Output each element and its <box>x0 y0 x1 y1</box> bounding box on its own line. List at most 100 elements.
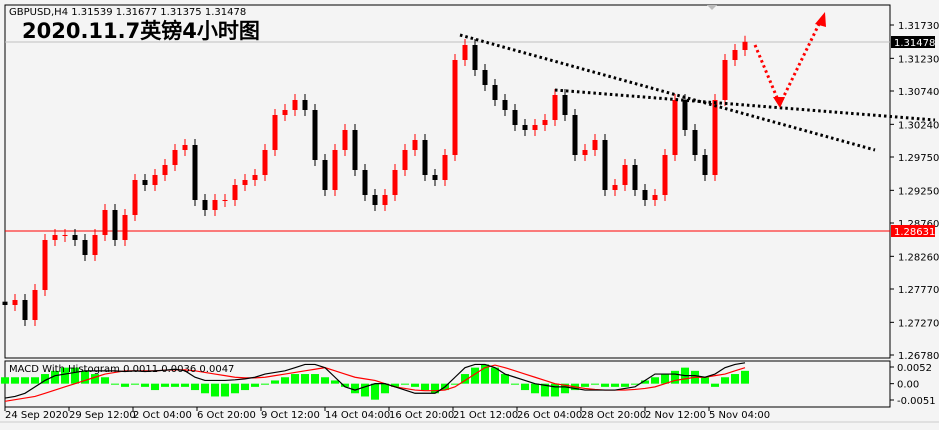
shift-marker-icon[interactable] <box>707 5 717 10</box>
candle <box>262 144 268 181</box>
histogram-bar <box>211 383 219 397</box>
marked-price-badge: 1.28631 <box>891 225 935 238</box>
candle <box>232 179 238 206</box>
candle <box>202 194 208 216</box>
candle <box>292 94 298 116</box>
candle <box>142 174 148 191</box>
price-tick-label: 1.30740 <box>898 87 939 98</box>
macd-label: MACD With Histogram 0.0011 0.0036 0.0047 <box>9 364 234 375</box>
price-tick-label: 1.29250 <box>898 186 939 197</box>
histogram-bar <box>141 383 149 387</box>
histogram-bar <box>331 380 339 384</box>
candle <box>742 35 748 56</box>
current-price-badge: 1.31478 <box>891 36 935 49</box>
histogram-bar <box>271 380 279 384</box>
histogram-bar <box>591 383 599 385</box>
candle <box>2 295 8 311</box>
histogram-bar <box>451 383 459 385</box>
time-tick-label: 28 Oct 20:00 <box>581 410 646 421</box>
time-tick-label: 5 Nov 04:00 <box>709 410 770 421</box>
candle <box>372 189 378 211</box>
candle <box>612 179 618 196</box>
candle <box>422 134 428 181</box>
candle <box>72 229 78 246</box>
histogram-bar <box>371 383 379 400</box>
candle <box>162 159 168 181</box>
candle <box>182 139 188 156</box>
chart-title: 2020.11.7英镑4小时图 <box>22 19 260 43</box>
histogram-bar <box>381 383 389 394</box>
histogram-bar <box>161 383 169 387</box>
histogram-bar <box>421 383 429 391</box>
histogram-bar <box>251 383 259 387</box>
candle <box>662 149 668 201</box>
forecast-arrow <box>753 12 826 108</box>
candle <box>622 159 628 191</box>
time-tick-label: 2 Nov 12:00 <box>645 410 706 421</box>
time-tick-label: 2 Oct 04:00 <box>133 410 192 421</box>
candle <box>42 234 48 296</box>
histogram-bar <box>561 383 569 394</box>
macd-axis: 0.0052 0.00 -0.0051 <box>890 363 936 407</box>
histogram-bar <box>81 370 89 384</box>
candle <box>432 169 438 186</box>
price-tick-label: 1.28260 <box>898 252 939 263</box>
candle <box>332 144 338 196</box>
histogram-bar <box>201 383 209 394</box>
candle <box>192 139 198 206</box>
histogram-bar <box>461 374 469 384</box>
candle <box>462 39 468 66</box>
candle <box>402 144 408 176</box>
price-tick-label: 1.31230 <box>898 54 939 65</box>
candle <box>382 189 388 211</box>
candle <box>652 189 658 206</box>
macd-series <box>1 362 749 402</box>
candle <box>452 54 458 161</box>
price-tick-label: 1.27770 <box>898 285 939 296</box>
histogram-bar <box>131 383 139 385</box>
candle <box>582 144 588 161</box>
time-tick-label: 9 Oct 12:00 <box>261 410 320 421</box>
histogram-bar <box>601 383 609 387</box>
candle <box>172 144 178 171</box>
candle <box>412 134 418 156</box>
candle <box>732 44 738 66</box>
histogram-bar <box>511 383 519 385</box>
time-tick-label: 6 Oct 20:00 <box>197 410 256 421</box>
histogram-bar <box>711 383 719 387</box>
macd-tick-label: 0.0052 <box>897 363 932 374</box>
histogram-bar <box>111 383 119 385</box>
price-tick-label: 1.31730 <box>898 21 939 32</box>
macd-tick-label: -0.0051 <box>897 396 936 407</box>
time-tick-label: 14 Oct 04:00 <box>325 410 390 421</box>
candle <box>532 119 538 136</box>
histogram-bar <box>471 367 479 384</box>
histogram-bar <box>291 374 299 384</box>
histogram-bar <box>301 374 309 384</box>
candle <box>22 294 28 326</box>
histogram-bar <box>411 383 419 387</box>
histogram-bar <box>151 383 159 391</box>
candle <box>562 89 568 121</box>
price-axis: 1.31730 1.31230 1.30740 1.30240 1.29750 1.292… <box>890 21 939 362</box>
candle <box>642 184 648 206</box>
candle <box>632 159 638 196</box>
candle <box>282 104 288 121</box>
trendline-upper[interactable] <box>459 33 876 152</box>
histogram-bar <box>321 377 329 384</box>
histogram-bar <box>491 367 499 384</box>
histogram-bar <box>501 374 509 384</box>
histogram-bar <box>221 383 229 397</box>
arrow-up-icon <box>815 12 826 27</box>
histogram-bar <box>11 377 19 384</box>
histogram-bar <box>641 380 649 384</box>
candle <box>392 164 398 201</box>
candle <box>482 64 488 91</box>
candle <box>242 174 248 191</box>
histogram-bar <box>431 383 439 394</box>
histogram-bar <box>741 370 749 384</box>
time-tick-label: 21 Oct 12:00 <box>453 410 518 421</box>
histogram-bar <box>101 377 109 384</box>
candle <box>322 154 328 196</box>
